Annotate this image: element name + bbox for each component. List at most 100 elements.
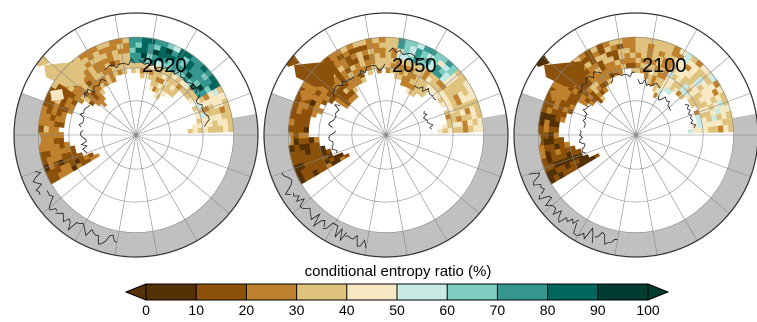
field-cell <box>697 127 704 134</box>
field-cell <box>215 113 223 122</box>
field-cell <box>294 61 334 87</box>
field-cell <box>140 52 148 59</box>
field-cell <box>727 124 735 133</box>
field-cell <box>303 125 310 133</box>
field-cell <box>292 124 300 133</box>
meridian-line <box>385 134 448 241</box>
field-cell <box>692 123 699 130</box>
field-cell <box>379 41 387 48</box>
field-cell <box>304 148 312 156</box>
field-cell <box>293 118 300 127</box>
field-cell <box>635 41 643 48</box>
field-cell <box>611 48 620 56</box>
meridian-line <box>574 29 637 136</box>
field-cell <box>538 117 545 126</box>
field-cell <box>722 124 730 133</box>
coastline <box>95 234 118 245</box>
field-cell <box>48 137 55 145</box>
field-cell <box>559 115 567 123</box>
field-cell <box>217 125 224 133</box>
field-cell <box>123 47 131 54</box>
field-cell <box>623 47 631 54</box>
colorbar-tick-label: 100 <box>636 302 660 318</box>
field-cell <box>87 152 95 159</box>
colorbar-tick-label: 80 <box>540 302 556 318</box>
field-cell <box>38 144 45 153</box>
colorbar-tick-label: 10 <box>188 302 204 318</box>
field-cell <box>303 137 310 145</box>
field-cell <box>294 149 302 158</box>
mask-region <box>264 115 291 150</box>
coastline <box>345 234 367 249</box>
field-cell <box>53 137 60 145</box>
field-cell <box>44 61 84 87</box>
field-cell <box>50 89 64 101</box>
field-cell <box>635 57 642 64</box>
field-cell <box>204 110 212 118</box>
colorbar-swatch <box>547 284 599 300</box>
field-cell <box>227 117 234 126</box>
field-cell <box>362 53 371 61</box>
field-cell <box>640 67 646 74</box>
field-cell <box>559 147 567 155</box>
meridian-line <box>614 134 637 256</box>
field-cell <box>49 148 57 157</box>
field-cell <box>380 62 387 69</box>
field-cell <box>59 115 67 123</box>
field-cell <box>112 53 121 61</box>
field-cell <box>371 37 381 44</box>
field-cell <box>565 150 573 158</box>
field-cell <box>153 80 160 88</box>
field-cell <box>457 126 464 133</box>
meridian-line <box>42 134 137 214</box>
field-cell <box>447 127 454 134</box>
meridian-line <box>635 134 698 241</box>
field-cell <box>696 118 703 125</box>
field-cell <box>345 42 355 51</box>
mask-region <box>514 115 541 150</box>
field-cell <box>717 119 724 127</box>
meridian-line <box>364 14 387 136</box>
field-cell <box>60 152 68 160</box>
field-cell <box>38 117 45 126</box>
map-panel-2050 <box>263 12 509 258</box>
meridian-line <box>135 29 198 136</box>
field-cell <box>227 124 235 133</box>
meridian-line <box>135 134 251 178</box>
field-cell <box>549 148 557 157</box>
field-cell <box>622 42 631 49</box>
field-cell <box>337 152 345 159</box>
coastline <box>138 59 171 69</box>
coastline <box>657 95 672 111</box>
field-cell <box>641 47 649 54</box>
field-cell <box>43 118 50 127</box>
meridian-line <box>635 29 698 136</box>
field-cell <box>217 119 224 127</box>
field-cell <box>593 153 601 159</box>
field-cell <box>288 117 295 126</box>
graticule <box>514 14 757 256</box>
field-cell <box>442 123 449 130</box>
field-cell <box>390 67 396 74</box>
field-cell <box>554 114 562 122</box>
field-cell <box>298 125 305 133</box>
coastline <box>388 47 425 62</box>
field-cell <box>130 67 137 74</box>
field-cell <box>202 127 209 134</box>
field-cell <box>207 126 214 133</box>
field-cell <box>629 46 637 53</box>
meridian-line <box>135 134 230 214</box>
mask-region <box>264 92 508 257</box>
coastline <box>32 171 43 196</box>
field-cell <box>135 67 142 74</box>
colorbar-tick-label: 50 <box>389 302 405 318</box>
field-cell <box>558 142 565 149</box>
field-cell <box>651 85 658 93</box>
meridian-line <box>324 134 387 241</box>
field-cell <box>390 57 398 64</box>
meridian-line <box>135 14 158 136</box>
field-cell <box>380 57 387 64</box>
field-cell <box>287 124 295 133</box>
field-cell <box>201 117 208 124</box>
field-cell <box>630 62 637 69</box>
